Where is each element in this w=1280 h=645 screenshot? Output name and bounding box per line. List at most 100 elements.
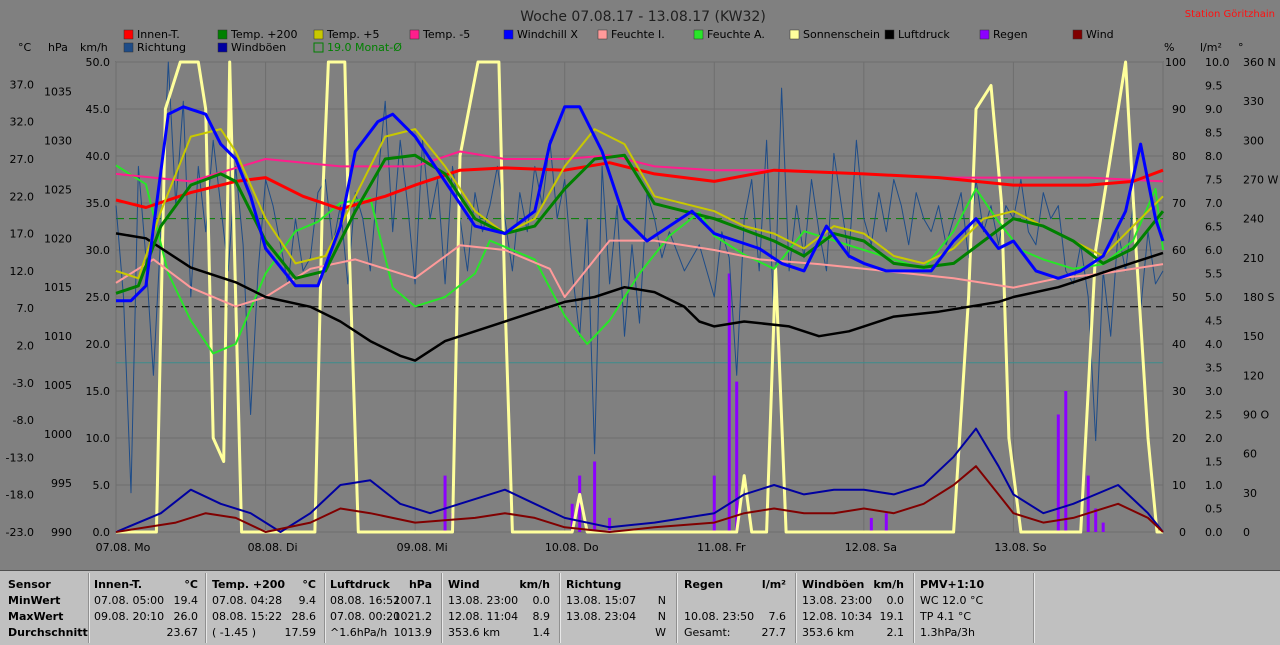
legend-swatch: [123, 29, 134, 40]
stats-sensor-title: Sensor: [8, 578, 51, 591]
temp-tick-label: 27.0: [10, 153, 35, 166]
temp-tick-label: 7.0: [17, 302, 35, 315]
direction-tick-label: 240: [1243, 213, 1264, 226]
legend-item-feuchteA: Feuchte A.: [693, 28, 765, 41]
stats-richtung-avg_v: W: [655, 626, 666, 639]
stats-innen-max_v: 26.0: [173, 610, 199, 623]
humidity-tick-label: 20: [1172, 432, 1186, 445]
stats-druck-max_v: 1021.2: [393, 610, 433, 623]
stats-windboeen: Windböen km/h 13.08. 23:00 0.0 12.08. 10:34 1…: [800, 571, 908, 645]
direction-tick-label: 60: [1243, 448, 1257, 461]
stats-druck-unit: hPa: [408, 578, 432, 591]
stats-regen-avg_v: 27.7: [761, 626, 787, 639]
rain-tick-label: 5.5: [1205, 268, 1223, 281]
stats-richtung-title: Richtung: [566, 578, 622, 591]
wind-tick-label: 5.0: [93, 479, 111, 492]
rain-tick-label: 3.5: [1205, 362, 1223, 375]
legend-label: Sonnenschein: [803, 28, 880, 41]
rain-bar: [570, 503, 574, 532]
temp-tick-label: 12.0: [10, 265, 35, 278]
rain-bar: [727, 273, 731, 532]
humidity-tick-label: 60: [1172, 244, 1186, 257]
stats-boeen-max_v: 19.1: [879, 610, 905, 623]
series-tm5: [115, 150, 1164, 183]
wind-tick-label: 45.0: [86, 103, 111, 116]
direction-tick-label: 180 S: [1243, 291, 1274, 304]
legend-label: Richtung: [137, 41, 186, 54]
rain-tick-label: 6.5: [1205, 221, 1223, 234]
unit-degree: °: [1238, 41, 1244, 54]
unit-percent: %: [1164, 41, 1174, 54]
stats-t200-max_v: 28.6: [291, 610, 317, 623]
rain-tick-label: 5.0: [1205, 291, 1223, 304]
rain-bar: [1064, 391, 1068, 532]
stats-regen-max_v: 7.6: [768, 610, 787, 623]
x-tick-label: 07.08. Mo: [96, 541, 151, 554]
series-windchill: [116, 105, 1165, 303]
wind-tick-label: 10.0: [86, 432, 111, 445]
pressure-tick-label: 1020: [44, 232, 72, 245]
legend-swatch: [217, 29, 228, 40]
humidity-tick-label: 80: [1172, 150, 1186, 163]
stats-t200-unit: °C: [302, 578, 316, 591]
direction-tick-label: 120: [1243, 369, 1264, 382]
stats-wind-min_t: 13.08. 23:00: [448, 594, 519, 607]
legend-label: Feuchte A.: [707, 28, 765, 41]
stats-sensor: Sensor MinWert MaxWert Durchschnitt: [6, 571, 88, 645]
wind-tick-label: 20.0: [86, 338, 111, 351]
rain-bar: [608, 517, 612, 532]
wind-tick-label: 35.0: [86, 197, 111, 210]
pressure-tick-label: 1025: [44, 183, 72, 196]
x-tick-label: 13.08. So: [994, 541, 1046, 554]
x-tick-label: 11.08. Fr: [697, 541, 746, 554]
stats-wind-avg_t: 353.6 km: [448, 626, 501, 639]
unit-celsius: °C: [18, 41, 32, 54]
stats-wind-max_t: 12.08. 11:04: [448, 610, 519, 623]
rain-bar: [735, 381, 739, 532]
pressure-tick-label: 1030: [44, 134, 72, 147]
stats-wind: Wind km/h 13.08. 23:00 0.0 12.08. 11:04 8.9 35…: [446, 571, 554, 645]
series-windboeen: [115, 427, 1164, 533]
stats-richtung-max_v: N: [657, 610, 666, 623]
stats-pmv-trend: 1.3hPa/3h: [920, 626, 976, 639]
stats-t200-title: Temp. +200: [212, 578, 286, 591]
humidity-tick-label: 90: [1172, 103, 1186, 116]
humidity-tick-label: 70: [1172, 197, 1186, 210]
stats-boeen-min_v: 0.0: [886, 594, 905, 607]
legend-item-monat: 19.0 Monat-Ø: [313, 41, 402, 54]
temp-tick-label: -3.0: [13, 377, 34, 390]
direction-tick-label: 210: [1243, 252, 1264, 265]
stats-richtung-min_t: 13.08. 15:07: [566, 594, 637, 607]
legend-item-wind: Wind: [1072, 28, 1114, 41]
grid: [115, 61, 1164, 533]
temp-tick-label: 37.0: [10, 78, 35, 91]
station-label: Station Göritzhain: [1185, 9, 1275, 20]
temp-tick-label: -8.0: [13, 414, 34, 427]
rain-tick-label: 3.0: [1205, 385, 1223, 398]
series-t5: [115, 128, 1164, 280]
stats-druck-avg_t: ^1.6hPa/h: [330, 626, 388, 639]
legend-item-luftdruck: Luftdruck: [884, 28, 950, 41]
direction-tick-label: 330: [1243, 95, 1264, 108]
stats-wind-min_v: 0.0: [532, 594, 551, 607]
pressure-tick-label: 1015: [44, 281, 72, 294]
legend-item-innen: Innen-T.: [123, 28, 180, 41]
stats-druck-avg_v: 1013.9: [393, 626, 433, 639]
rain-bar: [1086, 475, 1090, 532]
chart-title: Woche 07.08.17 - 13.08.17 (KW32): [520, 9, 766, 25]
rain-tick-label: 4.0: [1205, 338, 1223, 351]
humidity-tick-label: 50: [1172, 291, 1186, 304]
stats-richtung-min_v: N: [657, 594, 666, 607]
legend-swatch: [597, 29, 608, 40]
temp-tick-label: 17.0: [10, 228, 35, 241]
pressure-tick-label: 990: [51, 526, 72, 539]
stats-innen-avg_v: 23.67: [166, 626, 199, 639]
legend-swatch: [1072, 29, 1083, 40]
stats-druck-max_t: 07.08. 00:20: [330, 610, 401, 623]
statistics-panel: Sensor MinWert MaxWert Durchschnitt Inne…: [0, 570, 1280, 645]
legend-label: 19.0 Monat-Ø: [327, 41, 402, 54]
humidity-tick-label: 10: [1172, 479, 1186, 492]
stats-regen-title: Regen: [684, 578, 724, 591]
series-sonne: [116, 60, 1163, 534]
stats-t200-avg_v: 17.59: [284, 626, 317, 639]
